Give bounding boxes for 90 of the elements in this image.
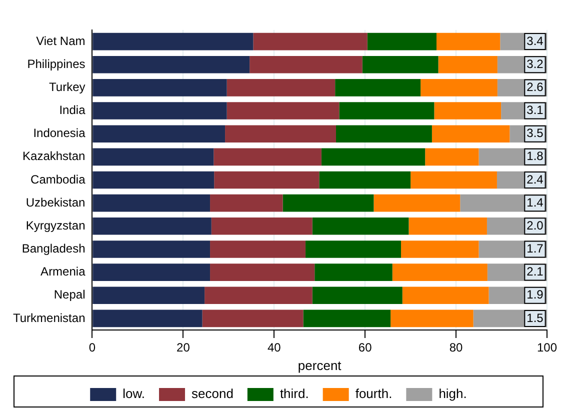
bar [438, 56, 498, 74]
annotation: 2.1 [526, 264, 544, 279]
bar [312, 286, 402, 304]
bar [434, 102, 502, 120]
bar [210, 194, 283, 212]
y-tick-label: Bangladesh [22, 242, 86, 256]
x-tick-label: 60 [358, 340, 372, 355]
x-tick-label: 100 [536, 340, 558, 355]
x-axis-title: percent [298, 358, 342, 373]
bar [92, 32, 254, 50]
bar [374, 194, 460, 212]
bar [92, 310, 202, 328]
bar [402, 286, 489, 304]
bar [92, 125, 226, 142]
y-tick-label: Kyrgyzstan [26, 218, 86, 232]
bar [425, 148, 479, 166]
bar [250, 56, 362, 74]
y-tick-label: Turkey [49, 80, 86, 94]
bar [214, 148, 322, 166]
bar [303, 310, 391, 328]
bar [92, 102, 227, 120]
bar [420, 79, 498, 96]
bar [362, 56, 438, 74]
bar [92, 148, 214, 166]
bar [436, 32, 500, 50]
bar [312, 218, 409, 235]
bar [321, 148, 426, 166]
y-tick-label: Indonesia [33, 126, 86, 140]
annotation: 1.9 [526, 288, 544, 302]
x-tick-label: 20 [176, 340, 190, 355]
annotation: 3.4 [526, 34, 544, 48]
bar [225, 125, 336, 142]
annotation: 1.7 [526, 242, 544, 256]
bar [432, 125, 510, 142]
legend-label: second [192, 386, 234, 402]
bar [92, 194, 210, 212]
bar [336, 125, 432, 142]
annotation: 3.1 [526, 103, 544, 118]
annotation: 1.8 [526, 149, 544, 164]
x-tick-label: 80 [449, 340, 464, 355]
y-tick-label: Viet Nam [36, 34, 86, 48]
bar [335, 79, 421, 96]
annotation: 2.0 [526, 218, 544, 232]
bar [211, 218, 312, 235]
y-tick-label: Cambodia [30, 172, 86, 186]
bar [253, 32, 368, 50]
bar [214, 171, 320, 189]
annotation: 1.4 [526, 195, 544, 210]
bar [226, 102, 340, 120]
bar [92, 240, 210, 258]
bar [92, 218, 212, 235]
bar [319, 171, 411, 189]
annotation: 3.2 [526, 56, 544, 71]
y-tick-label: Kazakhstan [22, 149, 86, 164]
bar [92, 56, 250, 74]
bar [92, 286, 205, 304]
x-tick-label: 40 [267, 340, 282, 355]
y-tick-label: Philippines [27, 56, 86, 71]
annotation: 2.6 [526, 80, 544, 94]
bar [282, 194, 374, 212]
legend-label: fourth. [355, 386, 392, 402]
bar [408, 218, 487, 235]
bar [410, 171, 497, 189]
bar [339, 102, 434, 120]
bar [92, 79, 227, 96]
x-tick-label: 0 [88, 340, 96, 355]
y-tick-label: Armenia [40, 264, 86, 279]
annotation: 3.5 [526, 126, 544, 140]
legend-label: third. [280, 386, 309, 402]
bar [392, 264, 488, 281]
y-tick-label: Turkmenistan [12, 310, 86, 325]
legend-label: low. [122, 386, 146, 402]
bar [306, 240, 402, 258]
bar [210, 264, 315, 281]
bar [92, 264, 210, 281]
bar [210, 240, 306, 258]
bar [390, 310, 474, 328]
y-tick-label: India [59, 103, 86, 118]
bar [204, 286, 312, 304]
bar [401, 240, 479, 258]
annotation: 2.4 [526, 172, 544, 186]
annotation: 1.5 [526, 310, 544, 325]
y-tick-label: Uzbekistan [26, 195, 86, 210]
legend-label: high. [438, 386, 467, 402]
bar [367, 32, 436, 50]
bar [226, 79, 336, 96]
bar [314, 264, 392, 281]
y-tick-label: Nepal [54, 288, 86, 302]
bar [202, 310, 304, 328]
bar [92, 171, 214, 189]
